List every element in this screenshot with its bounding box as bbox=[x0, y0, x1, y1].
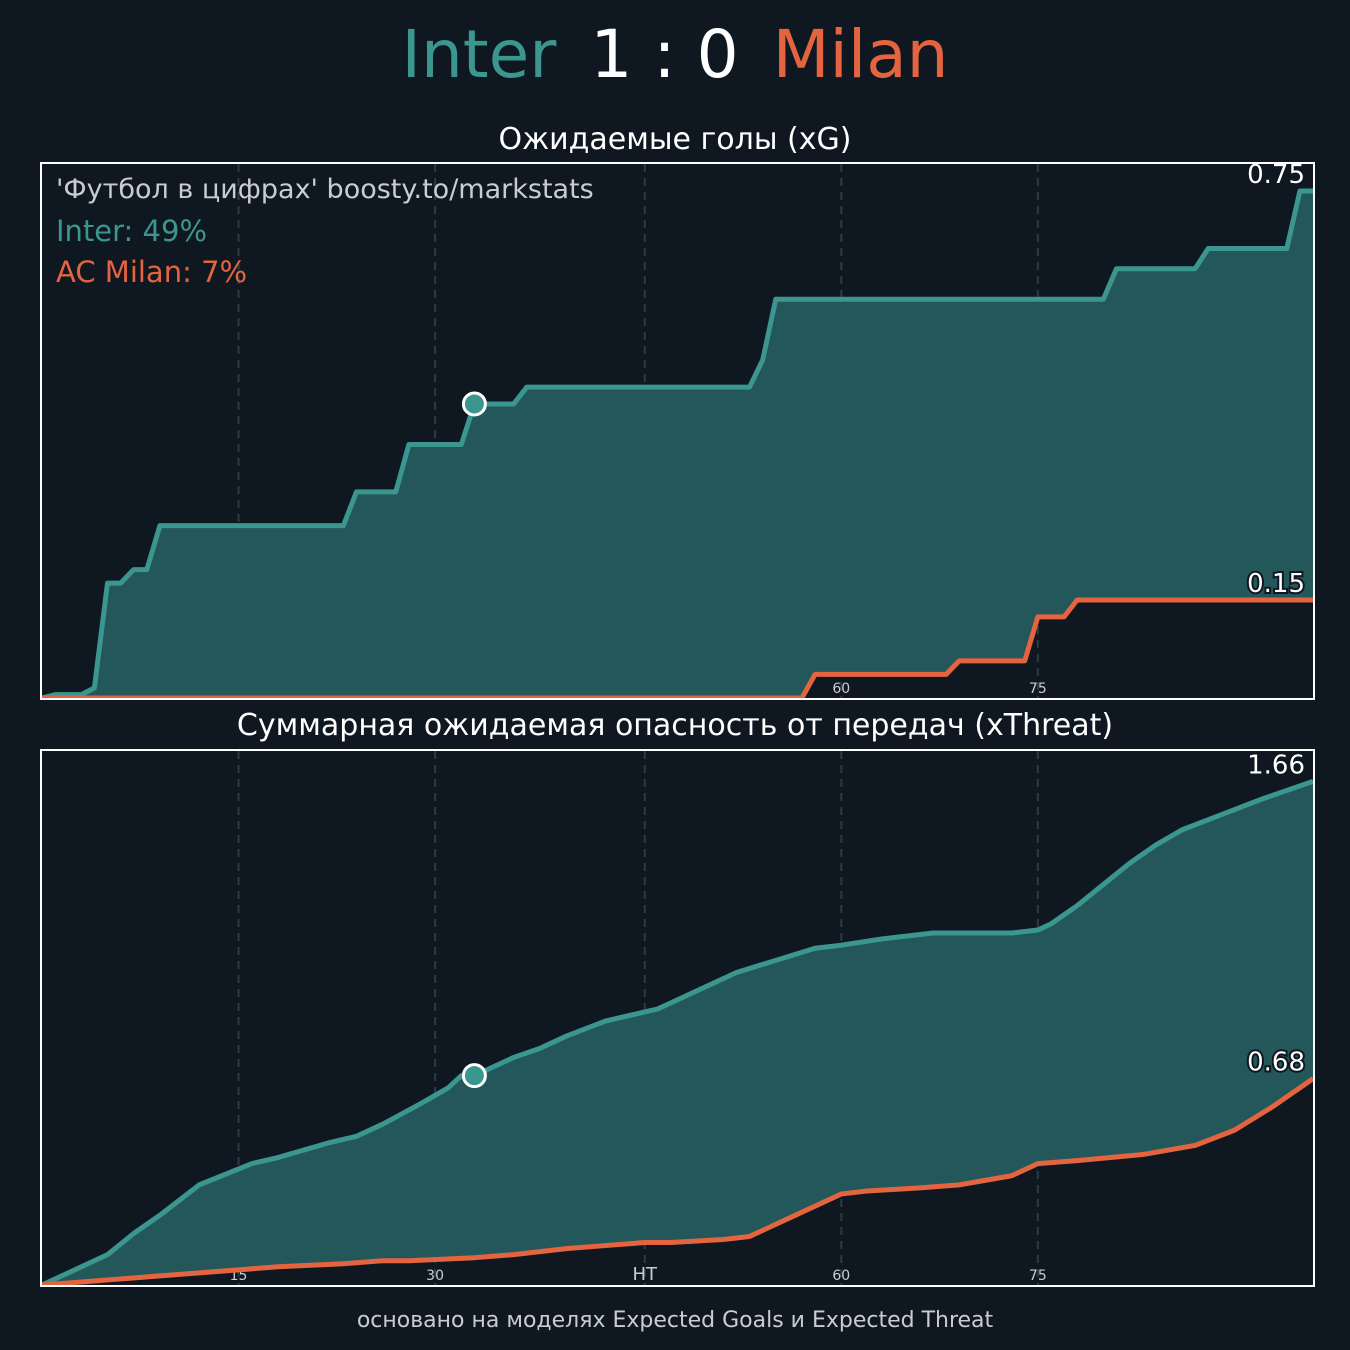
footer-note: основано на моделях Expected Goals и Exp… bbox=[356, 1308, 994, 1333]
xg-chart-canvas: 1530HT60750.750.15 bbox=[42, 164, 1313, 698]
away-team-name: Milan bbox=[772, 16, 949, 93]
xt-x-tick-label: HT bbox=[632, 1264, 658, 1285]
xt-x-tick-label: 60 bbox=[832, 1268, 850, 1284]
xt-series-line-inter bbox=[42, 778, 1313, 1285]
xg-goal-marker bbox=[461, 391, 487, 417]
xt-x-tick-label: 30 bbox=[426, 1268, 444, 1284]
match-score: 1 : 0 bbox=[590, 16, 739, 93]
xg-x-tick-label: 60 bbox=[832, 681, 850, 697]
xthreat-chart-title: Суммарная ожидаемая опасность от передач… bbox=[236, 708, 1114, 743]
xthreat-chart-canvas: 15 30 HT 60 751.660.68 bbox=[42, 751, 1313, 1285]
xthreat-chart: 15 30 HT 60 75 1.66 0.68 bbox=[40, 749, 1315, 1287]
xg-chart-title: Ожидаемые голы (xG) bbox=[498, 122, 852, 157]
xt-goal-marker bbox=[461, 1063, 487, 1089]
away-win-probability: AC Milan: 7% bbox=[56, 255, 248, 289]
xg-series-line-inter bbox=[42, 188, 1313, 698]
xt-x-tick-label: 75 bbox=[1029, 1268, 1047, 1284]
xg-fill-between bbox=[42, 191, 1313, 698]
xg-end-label-away: 0.15 bbox=[1247, 569, 1305, 599]
xg-chart: 1530HT60750.750.15 'Футбол в цифрах' boo… bbox=[40, 162, 1315, 700]
xg-x-tick-label: 75 bbox=[1029, 681, 1047, 697]
xg-end-label-home: 0.75 bbox=[1247, 164, 1305, 190]
xt-fill-between bbox=[42, 781, 1313, 1285]
xt-end-label-home: 1.66 bbox=[1247, 751, 1305, 780]
home-win-probability: Inter: 49% bbox=[56, 214, 208, 248]
xt-end-label-away: 0.68 bbox=[1247, 1048, 1305, 1078]
xt-series-line-milan bbox=[42, 1076, 1313, 1285]
credit-text: 'Футбол в цифрах' boosty.to/markstats bbox=[56, 174, 594, 205]
xg-series-line-milan bbox=[42, 597, 1313, 698]
home-team-name: Inter bbox=[401, 16, 557, 93]
match-title: Inter 1 : 0 Milan bbox=[0, 22, 1350, 88]
